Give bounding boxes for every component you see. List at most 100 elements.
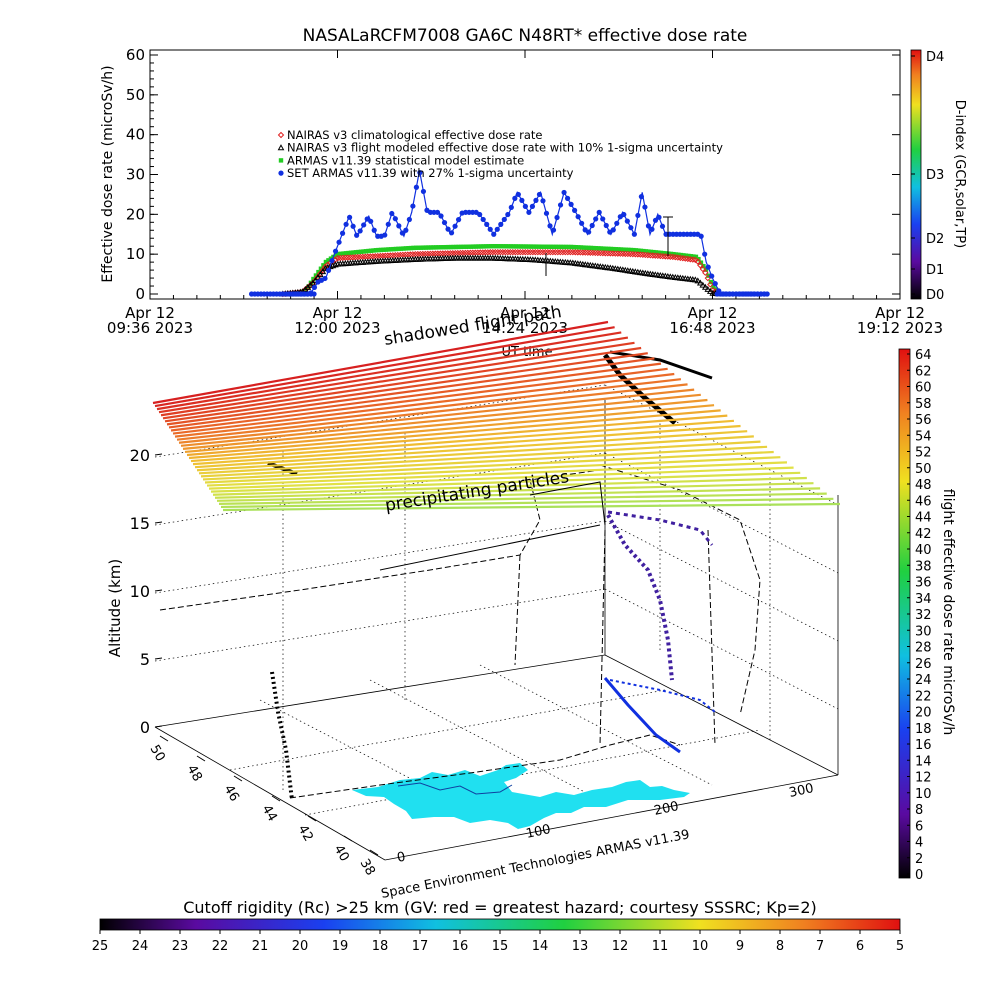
x-tick-label-date: Apr 12 [875, 304, 925, 322]
data-point [399, 230, 405, 236]
dose-colorbar-tick-label: 38 [915, 559, 932, 574]
data-point [534, 248, 542, 256]
data-point [455, 217, 462, 223]
data-point [623, 247, 629, 252]
dose-colorbar-tick-label: 56 [915, 413, 932, 428]
data-point [524, 248, 532, 256]
x-tick-label-time: 19:12 2023 [857, 319, 943, 337]
d-index-tick-label: D1 [926, 263, 944, 278]
data-point [628, 225, 634, 231]
data-point [438, 213, 444, 219]
data-point [572, 249, 579, 256]
y-tick-label: 60 [126, 46, 145, 64]
data-point [643, 249, 649, 254]
data-point [698, 233, 704, 239]
data-point [392, 216, 398, 222]
data-point [547, 223, 553, 229]
data-point [452, 223, 458, 229]
data-point [441, 245, 446, 250]
data-point [434, 209, 441, 215]
rigidity-tick-label: 17 [412, 939, 429, 954]
dose-sheet-line [178, 388, 695, 444]
rigidity-tick-label: 10 [692, 939, 709, 954]
data-point [486, 244, 491, 249]
data-point [646, 249, 651, 254]
data-point [385, 221, 391, 227]
data-point [594, 249, 602, 257]
data-point [484, 221, 490, 227]
rigidity-tick-label: 24 [132, 939, 149, 954]
data-point [426, 245, 431, 250]
data-point [358, 249, 364, 254]
data-point [668, 251, 674, 257]
dose-sheet-line [164, 352, 648, 423]
data-point [553, 244, 559, 250]
dose-colorbar-tick-label: 20 [915, 706, 932, 721]
legend: NAIRAS v3 climatological effective dose … [277, 128, 723, 180]
data-point [278, 158, 284, 163]
flight-track-high-2 [609, 350, 713, 380]
series-triangle [279, 254, 722, 297]
latitude-tick-mark [343, 835, 353, 842]
data-point [596, 246, 601, 251]
data-point [692, 256, 699, 264]
altitude-axis-label: Altitude (km) [106, 559, 124, 657]
data-point [477, 211, 483, 218]
d-index-ticks: D0 D1 D2 D3 D4 [911, 50, 944, 303]
dose-colorbar-tick-label: 58 [915, 397, 932, 412]
dose-colorbar-tick-label: 14 [915, 754, 932, 769]
dose-sheet-line [204, 456, 781, 484]
data-point [528, 244, 534, 249]
dose-colorbar-tick-label: 52 [915, 446, 932, 461]
data-point [541, 244, 546, 249]
altitude-tick-mark [154, 657, 163, 660]
dose-colorbar-tick-label: 64 [915, 348, 932, 363]
data-point [705, 264, 711, 270]
data-point [709, 273, 715, 279]
data-point [413, 245, 419, 250]
data-point [612, 250, 619, 257]
data-point [350, 223, 356, 229]
data-point [526, 244, 531, 249]
rigidity-tick-label: 9 [736, 939, 744, 954]
data-point [557, 202, 564, 208]
altitude-tick-label: 20 [130, 446, 150, 465]
data-point [322, 275, 328, 282]
3d-box-frame [154, 400, 839, 861]
data-point [681, 253, 686, 258]
x-tick-label-date: Apr 12 [688, 304, 738, 322]
data-point [542, 248, 549, 256]
data-point [311, 291, 317, 297]
dose-colorbar-tick-label: 48 [915, 478, 932, 493]
data-point [363, 249, 369, 254]
data-point [652, 217, 659, 223]
data-point [587, 249, 594, 256]
dose-sheet-line [222, 502, 841, 512]
flight-track-ascent [270, 671, 294, 801]
dose-colorbar-tick-label: 62 [915, 364, 932, 379]
dose-sheet-line [196, 435, 754, 472]
data-point [567, 248, 574, 256]
data-point [332, 248, 339, 254]
baseline-points [248, 291, 770, 297]
data-point [579, 220, 585, 226]
data-point [573, 245, 579, 250]
data-point [410, 203, 416, 209]
data-point [548, 244, 554, 249]
data-point [346, 250, 351, 256]
rigidity-tick-label: 16 [452, 939, 469, 954]
data-point [589, 249, 597, 257]
rigidity-tick-label: 15 [492, 939, 509, 954]
data-point [339, 230, 346, 236]
data-point [593, 246, 599, 251]
data-point [277, 144, 285, 151]
latitude-tick-mark [196, 755, 206, 762]
data-point [338, 251, 344, 257]
data-point [614, 220, 620, 226]
data-point [501, 216, 507, 223]
longitude-tick-label: 0 [396, 850, 407, 866]
dose-sheet-line [194, 430, 748, 469]
data-point [648, 249, 654, 255]
data-point [532, 248, 539, 256]
data-point [416, 245, 421, 250]
